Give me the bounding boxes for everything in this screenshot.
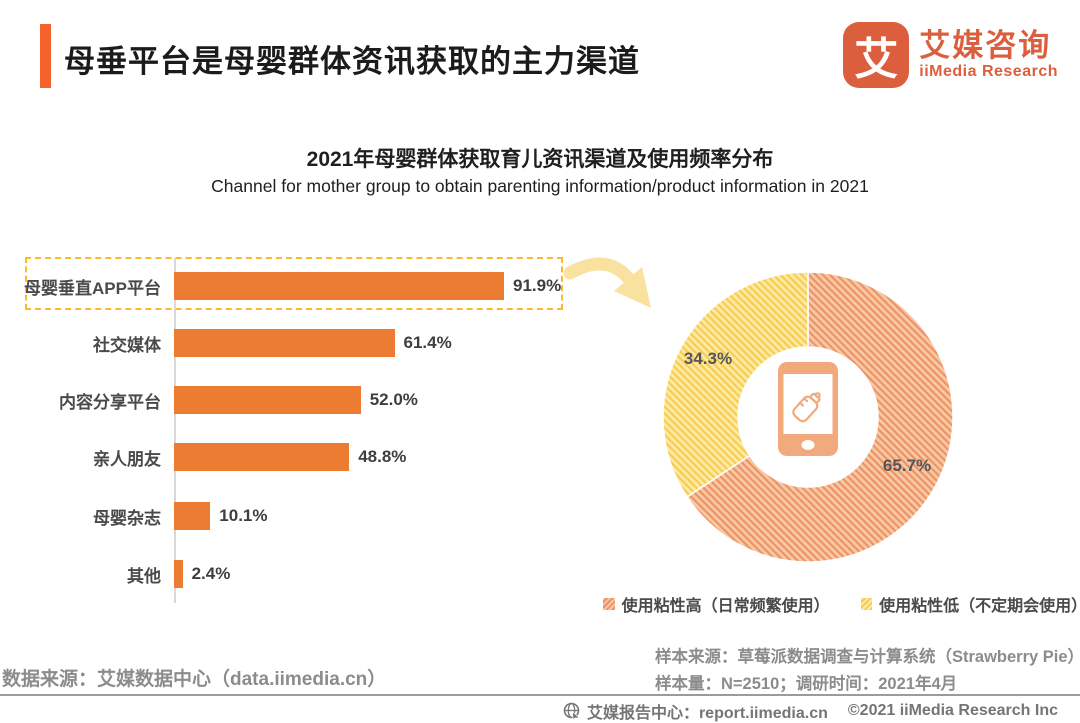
chart-title-cn: 2021年母婴群体获取育儿资讯渠道及使用频率分布 — [0, 143, 1080, 173]
legend-label-high: 使用粘性高（日常频繁使用） — [622, 592, 823, 616]
bar-value-label: 10.1% — [219, 506, 267, 526]
bar-row: 社交媒体 61.4% — [0, 329, 452, 357]
chart-title-en: Channel for mother group to obtain paren… — [0, 176, 1080, 197]
bar — [174, 386, 361, 414]
logo-brand-cn: 艾媒咨询 — [919, 29, 1058, 63]
bar — [174, 502, 210, 530]
bar-row: 亲人朋友 48.8% — [0, 443, 406, 471]
bar-axis-line — [174, 258, 176, 603]
bar-category-label: 其他 — [0, 562, 174, 587]
bar-value-label: 48.8% — [358, 447, 406, 467]
bar-value-label: 2.4% — [192, 564, 231, 584]
bar-category-label: 社交媒体 — [0, 331, 174, 356]
donut-legend: 使用粘性高（日常频繁使用） 使用粘性低（不定期会使用） — [603, 592, 1080, 616]
bar-category-label: 内容分享平台 — [0, 388, 174, 413]
bar-row: 母婴垂直APP平台 91.9% — [0, 272, 561, 300]
donut-label-high: 65.7% — [875, 456, 939, 476]
bar-category-label: 母婴垂直APP平台 — [0, 274, 174, 299]
logo-brand-en: iiMedia Research — [919, 63, 1058, 81]
bar — [174, 560, 183, 588]
phone-baby-bottle-icon — [778, 362, 838, 456]
legend-label-low: 使用粘性低（不定期会使用） — [879, 592, 1080, 616]
legend-item-low: 使用粘性低（不定期会使用） — [861, 592, 1080, 616]
bar-value-label: 52.0% — [370, 390, 418, 410]
footer-copyright: ©2021 iiMedia Research Inc — [848, 702, 1058, 720]
bar-category-label: 亲人朋友 — [0, 445, 174, 470]
legend-swatch-low-icon — [861, 598, 873, 610]
bar-category-label: 母婴杂志 — [0, 504, 174, 529]
bar — [174, 443, 349, 471]
bar-value-label: 91.9% — [513, 276, 561, 296]
legend-item-high: 使用粘性高（日常频繁使用） — [603, 592, 823, 616]
donut-label-low: 34.3% — [676, 349, 740, 369]
legend-swatch-high-icon — [603, 598, 615, 610]
sample-source-text: 样本来源：草莓派数据调查与计算系统（Strawberry Pie） — [655, 644, 1080, 671]
sample-info-block: 样本来源：草莓派数据调查与计算系统（Strawberry Pie） 样本量：N=… — [655, 644, 1080, 698]
arrow-icon — [562, 255, 662, 325]
bar-row: 其他 2.4% — [0, 560, 230, 588]
page-title: 母垂平台是母婴群体资讯获取的主力渠道 — [64, 36, 640, 81]
footer-divider — [0, 694, 1080, 696]
bar-value-label: 61.4% — [404, 333, 452, 353]
bar-row: 母婴杂志 10.1% — [0, 502, 268, 530]
logo-icon: 艾 — [843, 22, 909, 88]
iimedia-logo: 艾 艾媒咨询 iiMedia Research — [843, 22, 1058, 88]
footer: 艾媒报告中心：report.iimedia.cn ©2021 iiMedia R… — [563, 699, 1058, 723]
globe-cursor-icon — [563, 702, 581, 720]
data-source-text: 数据来源：艾媒数据中心（data.iimedia.cn） — [2, 664, 386, 691]
title-accent-bar — [40, 24, 51, 88]
bar — [174, 329, 395, 357]
bar-row: 内容分享平台 52.0% — [0, 386, 418, 414]
bar — [174, 272, 504, 300]
footer-report-center: 艾媒报告中心：report.iimedia.cn — [587, 699, 828, 723]
